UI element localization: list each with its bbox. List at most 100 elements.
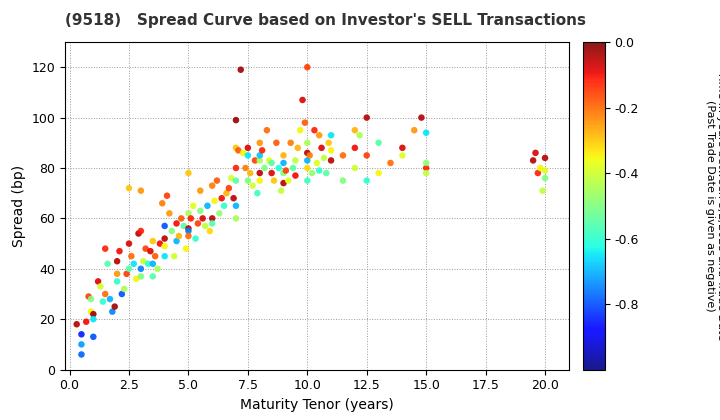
Point xyxy=(214,210,225,217)
Point xyxy=(207,220,218,227)
Point xyxy=(384,160,396,166)
Point xyxy=(85,296,96,302)
Point xyxy=(112,270,123,277)
Point xyxy=(204,228,215,234)
Point xyxy=(302,157,313,164)
Point xyxy=(323,139,335,146)
Point xyxy=(123,240,135,247)
Point xyxy=(173,233,184,239)
Point xyxy=(119,286,130,292)
Point xyxy=(537,187,549,194)
Point xyxy=(289,172,301,179)
Point xyxy=(242,177,253,184)
Point xyxy=(420,160,432,166)
Point xyxy=(361,177,372,184)
Point xyxy=(218,202,230,209)
Point xyxy=(415,114,427,121)
Y-axis label: Time in years between 5/2/2025 and Trade Date
(Past Trade Date is given as negat: Time in years between 5/2/2025 and Trade… xyxy=(705,71,720,341)
Point xyxy=(313,132,325,139)
Point xyxy=(176,215,187,222)
Point xyxy=(230,215,242,222)
Point xyxy=(194,207,206,214)
Point xyxy=(159,253,171,260)
Point xyxy=(135,265,147,272)
Point xyxy=(166,228,178,234)
Point xyxy=(242,144,253,151)
Point xyxy=(530,150,541,156)
Point xyxy=(99,291,111,297)
Point xyxy=(107,308,118,315)
Point xyxy=(285,139,297,146)
Point xyxy=(81,318,92,325)
Point xyxy=(325,132,337,139)
Point xyxy=(221,190,233,197)
Point xyxy=(273,165,284,171)
Point xyxy=(233,147,244,154)
Point xyxy=(258,165,270,171)
Point xyxy=(183,228,194,234)
Point xyxy=(238,150,249,156)
Point xyxy=(289,157,301,164)
Point xyxy=(216,195,228,202)
Point xyxy=(178,223,189,229)
Point xyxy=(254,177,266,184)
Point xyxy=(230,177,242,184)
Point xyxy=(230,202,242,209)
Point xyxy=(97,298,109,305)
Point xyxy=(278,152,289,159)
Point xyxy=(202,202,213,209)
Point xyxy=(292,144,304,151)
Point xyxy=(152,265,163,272)
Point xyxy=(256,147,268,154)
Point xyxy=(251,190,263,197)
Point xyxy=(135,228,147,234)
Point xyxy=(397,144,408,151)
Point xyxy=(249,157,261,164)
Point xyxy=(88,316,99,323)
Point xyxy=(76,351,87,358)
Point xyxy=(171,238,182,244)
Point xyxy=(309,127,320,134)
Point xyxy=(156,200,168,207)
Point xyxy=(76,331,87,338)
Point xyxy=(194,187,206,194)
Point xyxy=(183,225,194,232)
Point xyxy=(361,152,372,159)
Point xyxy=(302,150,313,156)
Point xyxy=(228,195,239,202)
Point xyxy=(138,258,149,265)
Point xyxy=(297,97,308,103)
Point xyxy=(92,278,104,285)
Point xyxy=(197,215,209,222)
Point xyxy=(304,152,315,159)
Point xyxy=(337,177,348,184)
Point xyxy=(123,185,135,192)
Point xyxy=(183,233,194,239)
Point xyxy=(145,248,156,255)
Point xyxy=(349,127,361,134)
Point xyxy=(247,182,258,189)
Point xyxy=(230,165,242,171)
Point xyxy=(302,139,313,146)
Point xyxy=(408,127,420,134)
Point xyxy=(264,157,275,164)
Point xyxy=(313,167,325,174)
Point xyxy=(254,170,266,176)
Point xyxy=(147,260,158,267)
Point xyxy=(261,127,273,134)
Point xyxy=(302,64,313,71)
Point xyxy=(76,341,87,348)
Point xyxy=(278,160,289,166)
Point xyxy=(230,144,242,151)
Point xyxy=(116,291,127,297)
Point xyxy=(337,152,348,159)
Point xyxy=(159,235,171,242)
Point xyxy=(147,238,158,244)
Point xyxy=(88,311,99,318)
Point xyxy=(539,175,551,181)
Point xyxy=(420,129,432,136)
Point xyxy=(130,276,142,282)
Point xyxy=(420,170,432,176)
Point xyxy=(135,187,147,194)
Point xyxy=(318,155,330,161)
